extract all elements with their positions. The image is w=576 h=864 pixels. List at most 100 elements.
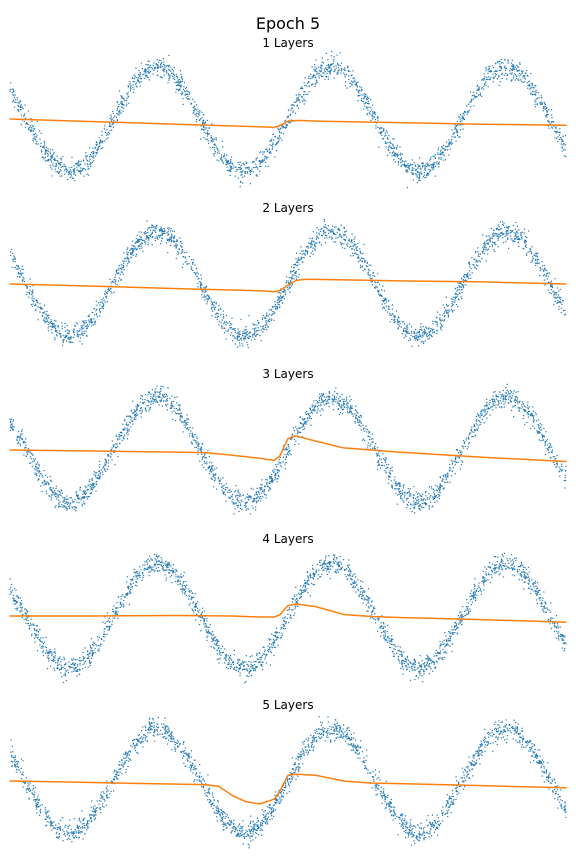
scatter-point — [36, 466, 38, 468]
scatter-point — [168, 69, 171, 71]
scatter-point — [360, 421, 362, 423]
scatter-point — [195, 115, 197, 117]
scatter-point — [343, 226, 345, 229]
scatter-point — [221, 140, 224, 142]
scatter-point — [438, 163, 440, 165]
scatter-point — [204, 121, 207, 123]
scatter-point — [54, 158, 56, 160]
scatter-point — [393, 319, 396, 321]
scatter-point — [253, 334, 255, 336]
scatter-point — [520, 74, 522, 76]
scatter-point — [510, 409, 513, 412]
scatter-point — [287, 288, 289, 290]
scatter-point — [381, 307, 384, 309]
scatter-point — [87, 166, 89, 168]
scatter-point — [127, 86, 129, 88]
scatter-point — [135, 249, 137, 251]
scatter-point — [491, 237, 493, 239]
scatter-point — [416, 339, 419, 341]
scatter-point — [451, 463, 453, 465]
scatter-point — [440, 158, 442, 160]
scatter-point — [461, 284, 463, 286]
scatter-point — [393, 315, 395, 317]
scatter-point — [172, 70, 175, 72]
scatter-point — [416, 496, 418, 499]
scatter-point — [335, 65, 337, 67]
scatter-point — [401, 321, 403, 323]
scatter-point — [167, 230, 169, 233]
scatter-point — [91, 321, 94, 323]
scatter-point — [217, 312, 219, 315]
scatter-point — [143, 232, 145, 234]
scatter-point — [49, 164, 51, 166]
scatter-point — [297, 107, 300, 109]
scatter-point — [93, 307, 96, 310]
scatter-point — [406, 492, 408, 494]
scatter-point — [228, 329, 230, 331]
scatter-point — [327, 76, 329, 78]
scatter-point — [225, 500, 227, 502]
scatter-point — [560, 307, 562, 309]
scatter-point — [360, 416, 362, 418]
scatter-point — [112, 126, 114, 129]
scatter-point — [478, 419, 480, 422]
scatter-point — [178, 78, 181, 81]
scatter-point — [562, 143, 564, 146]
scatter-point — [240, 180, 242, 183]
scatter-point — [483, 79, 485, 81]
scatter-point — [403, 329, 405, 332]
scatter-point — [101, 301, 103, 303]
scatter-point — [357, 242, 359, 245]
scatter-point — [405, 327, 407, 329]
scatter-point — [79, 340, 81, 343]
scatter-point — [532, 94, 534, 96]
scatter-point — [18, 101, 20, 104]
scatter-point — [262, 315, 265, 317]
scatter-point — [77, 161, 79, 163]
scatter-point — [350, 240, 353, 242]
scatter-point — [169, 75, 171, 77]
scatter-point — [555, 294, 557, 296]
scatter-point — [192, 269, 194, 272]
scatter-point — [396, 146, 398, 149]
scatter-point — [42, 146, 44, 148]
scatter-point — [231, 332, 233, 334]
scatter-point — [324, 224, 327, 226]
scatter-point — [373, 111, 375, 113]
scatter-point — [176, 239, 178, 241]
scatter-point — [405, 332, 408, 334]
scatter-point — [12, 88, 14, 90]
scatter-point — [298, 259, 300, 261]
scatter-point — [488, 65, 490, 67]
scatter-point — [361, 260, 364, 262]
scatter-point — [15, 264, 18, 267]
scatter-point — [388, 300, 390, 302]
scatter-point — [292, 111, 294, 113]
scatter-point — [487, 76, 490, 78]
scatter-point — [366, 97, 368, 99]
scatter-point — [457, 289, 459, 291]
scatter-point — [84, 332, 86, 334]
scatter-point — [396, 319, 398, 321]
scatter-point — [476, 429, 479, 431]
scatter-point — [47, 330, 50, 332]
scatter-point — [551, 446, 553, 448]
scatter-point — [299, 259, 301, 261]
scatter-point — [356, 246, 358, 248]
scatter-point — [278, 297, 281, 299]
scatter-point — [296, 97, 298, 99]
scatter-point — [540, 103, 543, 105]
scatter-point — [547, 120, 550, 122]
scatter-point — [279, 137, 281, 139]
scatter-point — [359, 260, 361, 262]
scatter-point — [195, 109, 197, 111]
scatter-point — [489, 239, 491, 241]
scatter-point — [381, 289, 383, 291]
scatter-point — [231, 501, 233, 503]
scatter-point — [558, 305, 560, 308]
scatter-point — [351, 242, 353, 244]
scatter-point — [537, 91, 539, 94]
scatter-point — [452, 298, 454, 301]
scatter-point — [259, 165, 261, 167]
scatter-point — [380, 134, 383, 136]
